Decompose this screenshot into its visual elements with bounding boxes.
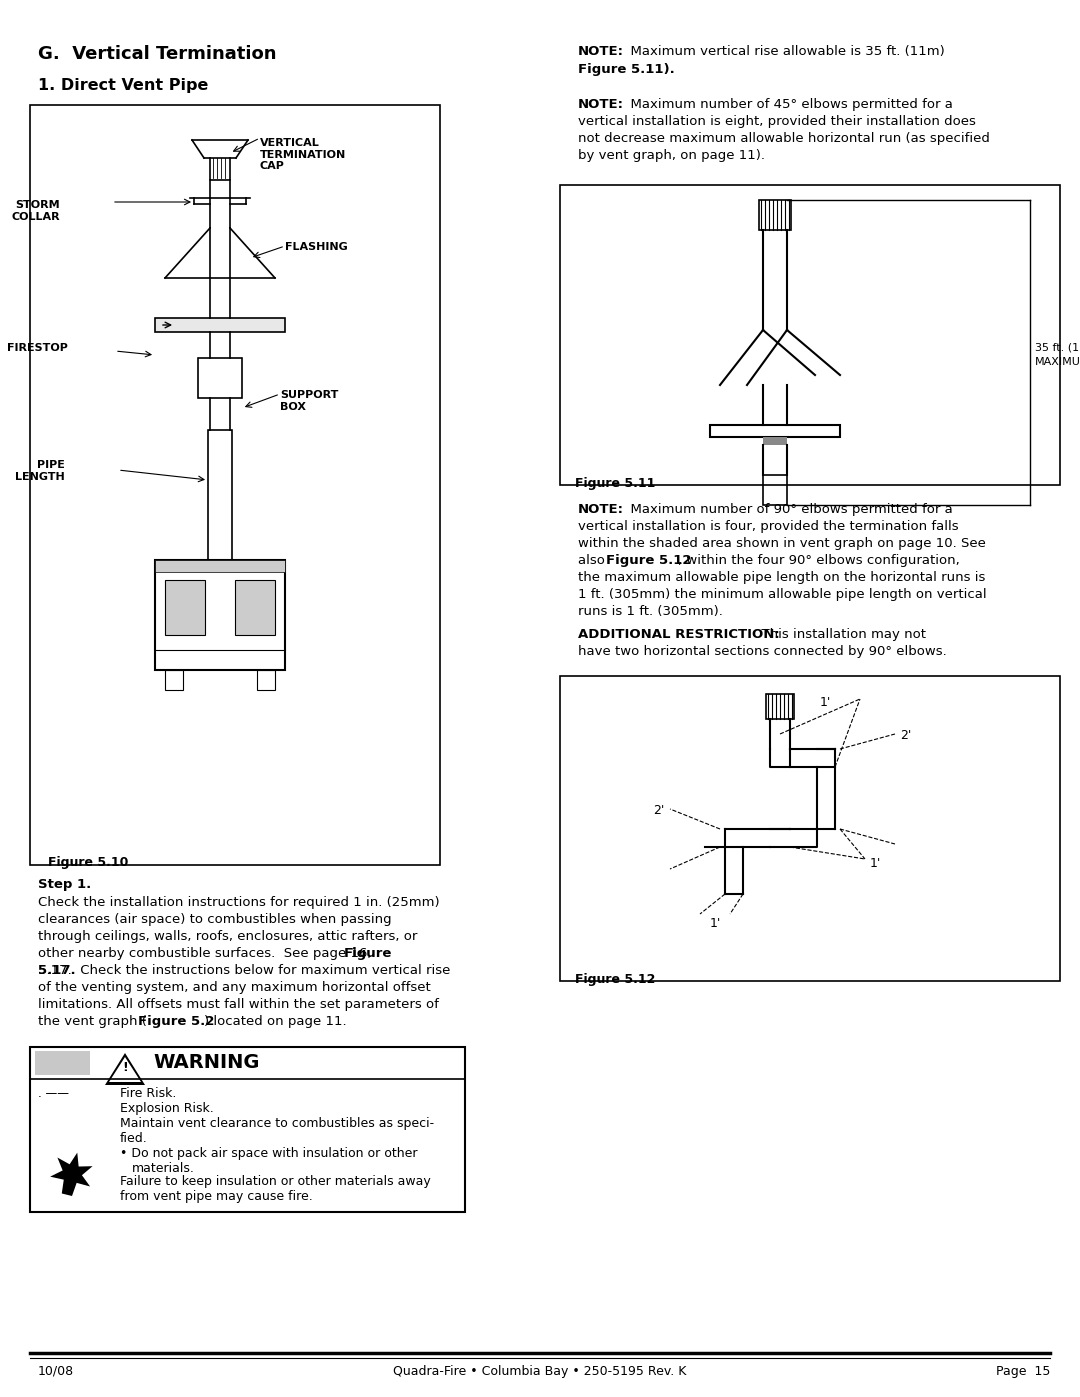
Text: runs is 1 ft. (305mm).: runs is 1 ft. (305mm). (578, 605, 723, 617)
Text: clearances (air space) to combustibles when passing: clearances (air space) to combustibles w… (38, 914, 392, 926)
Text: VERTICAL
TERMINATION
CAP: VERTICAL TERMINATION CAP (260, 138, 347, 172)
Bar (198, 358, 242, 398)
Text: 1 ft. (305mm) the minimum allowable pipe length on vertical: 1 ft. (305mm) the minimum allowable pipe… (578, 588, 987, 601)
Text: ) located on page 11.: ) located on page 11. (204, 1016, 347, 1028)
Text: from vent pipe may cause fire.: from vent pipe may cause fire. (120, 1190, 313, 1203)
Bar (156, 560, 285, 671)
Text: Figure: Figure (345, 947, 392, 960)
Text: other nearby combustible surfaces.  See page 16,: other nearby combustible surfaces. See p… (38, 947, 376, 960)
Text: NOTE:: NOTE: (578, 503, 624, 515)
Bar (710, 425, 840, 437)
Text: , within the four 90° elbows configuration,: , within the four 90° elbows configurati… (678, 555, 960, 567)
Text: Check the installation instructions for required 1 in. (25mm): Check the installation instructions for … (38, 895, 440, 909)
Text: SUPPORT
BOX: SUPPORT BOX (280, 390, 338, 412)
Bar (30, 105, 440, 865)
Text: 5.17.: 5.17. (38, 964, 76, 977)
Text: 2': 2' (900, 729, 912, 742)
Text: MAXIMUM: MAXIMUM (1035, 358, 1080, 367)
Text: Figure 5.10: Figure 5.10 (48, 856, 129, 869)
Bar (759, 200, 791, 231)
Text: 2': 2' (653, 805, 665, 817)
Text: • Do not pack air space with insulation or other: • Do not pack air space with insulation … (120, 1147, 418, 1160)
Text: through ceilings, walls, roofs, enclosures, attic rafters, or: through ceilings, walls, roofs, enclosur… (38, 930, 417, 943)
Text: by vent graph, on page 11).: by vent graph, on page 11). (578, 149, 765, 162)
Text: Step 1.: Step 1. (38, 877, 91, 891)
Bar (165, 671, 183, 690)
Text: have two horizontal sections connected by 90° elbows.: have two horizontal sections connected b… (578, 645, 947, 658)
Text: 5.17.  Check the instructions below for maximum vertical rise: 5.17. Check the instructions below for m… (38, 964, 450, 977)
Text: Figure 5.12: Figure 5.12 (606, 555, 691, 567)
Text: also: also (578, 555, 609, 567)
Text: This installation may not: This installation may not (753, 629, 926, 641)
Bar (766, 694, 794, 719)
Bar (35, 1051, 90, 1076)
Text: vertical installation is eight, provided their installation does: vertical installation is eight, provided… (578, 115, 976, 129)
Text: Maintain vent clearance to combustibles as speci-: Maintain vent clearance to combustibles … (120, 1118, 434, 1130)
Bar (235, 580, 275, 636)
Text: Page  15: Page 15 (996, 1365, 1050, 1377)
Text: Fire Risk.: Fire Risk. (120, 1087, 176, 1099)
Text: 1': 1' (870, 856, 881, 870)
Text: NOTE:: NOTE: (578, 45, 624, 59)
Text: Figure 5.11).: Figure 5.11). (578, 63, 675, 75)
Text: Maximum number of 90° elbows permitted for a: Maximum number of 90° elbows permitted f… (622, 503, 953, 515)
Bar (156, 319, 285, 332)
Text: PIPE
LENGTH: PIPE LENGTH (15, 460, 65, 482)
Text: Figure 5.2: Figure 5.2 (138, 1016, 214, 1028)
Text: . ——: . —— (38, 1087, 69, 1099)
Text: FLASHING: FLASHING (285, 242, 348, 251)
Text: fied.: fied. (120, 1132, 148, 1146)
Text: NOTE:: NOTE: (578, 98, 624, 110)
Text: !: ! (122, 1060, 127, 1074)
Polygon shape (50, 1153, 93, 1196)
Text: materials.: materials. (132, 1162, 194, 1175)
Text: vertical installation is four, provided the termination falls: vertical installation is four, provided … (578, 520, 959, 534)
Text: not decrease maximum allowable horizontal run (as specified: not decrease maximum allowable horizonta… (578, 131, 990, 145)
Text: limitations. All offsets must fall within the set parameters of: limitations. All offsets must fall withi… (38, 997, 438, 1011)
Text: 1': 1' (820, 696, 831, 710)
Text: WARNING: WARNING (153, 1053, 259, 1071)
Bar (156, 560, 285, 571)
Bar (762, 437, 787, 446)
Text: Maximum number of 45° elbows permitted for a: Maximum number of 45° elbows permitted f… (622, 98, 953, 110)
Text: G.  Vertical Termination: G. Vertical Termination (38, 45, 276, 63)
Bar (257, 671, 275, 690)
Bar (30, 1046, 465, 1213)
Bar (561, 184, 1059, 485)
Text: Maximum vertical rise allowable is 35 ft. (11m): Maximum vertical rise allowable is 35 ft… (622, 45, 945, 59)
Text: Explosion Risk.: Explosion Risk. (120, 1102, 214, 1115)
Bar (208, 430, 232, 560)
Bar (762, 475, 787, 504)
Bar (561, 676, 1059, 981)
Text: 35 ft. (11m): 35 ft. (11m) (1035, 342, 1080, 352)
Bar (165, 580, 205, 636)
Text: Figure 5.12: Figure 5.12 (575, 972, 656, 986)
Text: FIRESTOP: FIRESTOP (8, 344, 68, 353)
Polygon shape (105, 1053, 145, 1085)
Text: Failure to keep insulation or other materials away: Failure to keep insulation or other mate… (120, 1175, 431, 1187)
Text: 1': 1' (710, 916, 720, 930)
Text: STORM
COLLAR: STORM COLLAR (12, 200, 60, 222)
Text: the vent graph (: the vent graph ( (38, 1016, 147, 1028)
Text: the maximum allowable pipe length on the horizontal runs is: the maximum allowable pipe length on the… (578, 571, 985, 584)
Text: 10/08: 10/08 (38, 1365, 75, 1377)
Text: Figure 5.11: Figure 5.11 (575, 476, 656, 490)
Text: ADDITIONAL RESTRICTION:: ADDITIONAL RESTRICTION: (578, 629, 780, 641)
Text: Quadra-Fire • Columbia Bay • 250-5195 Rev. K: Quadra-Fire • Columbia Bay • 250-5195 Re… (393, 1365, 687, 1377)
Text: 1. Direct Vent Pipe: 1. Direct Vent Pipe (38, 78, 208, 94)
Polygon shape (109, 1058, 141, 1083)
Text: of the venting system, and any maximum horizontal offset: of the venting system, and any maximum h… (38, 981, 431, 995)
Text: within the shaded area shown in vent graph on page 10. See: within the shaded area shown in vent gra… (578, 536, 986, 550)
